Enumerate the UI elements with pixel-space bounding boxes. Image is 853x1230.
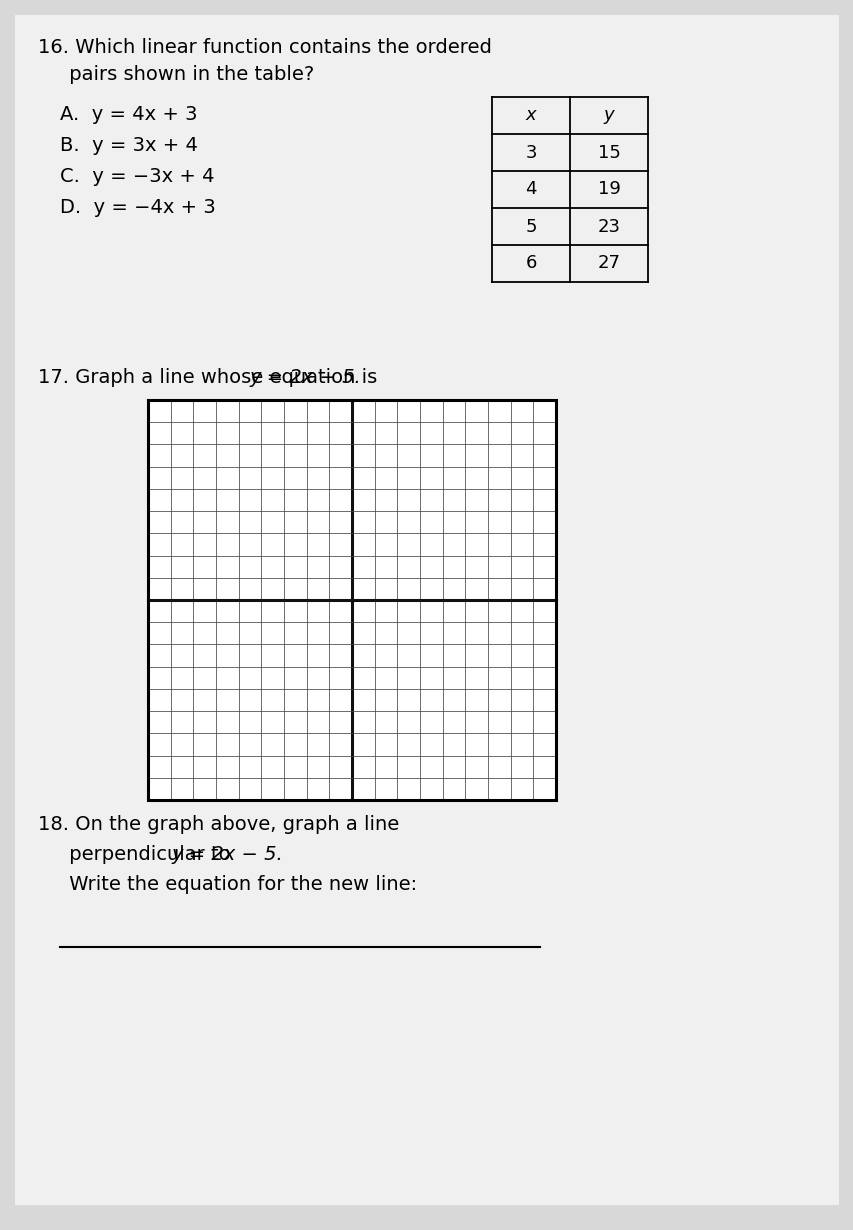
Bar: [148, 400, 555, 800]
Text: 19: 19: [597, 181, 620, 198]
Text: Write the equation for the new line:: Write the equation for the new line:: [38, 875, 416, 894]
Text: C.  y = −3x + 4: C. y = −3x + 4: [60, 167, 214, 186]
Text: A.  y = 4x + 3: A. y = 4x + 3: [60, 105, 197, 124]
Text: 27: 27: [597, 255, 620, 273]
Text: 16. Which linear function contains the ordered: 16. Which linear function contains the o…: [38, 38, 491, 57]
Text: B.  y = 3x + 4: B. y = 3x + 4: [60, 137, 198, 155]
Text: 3: 3: [525, 144, 537, 161]
Text: y: y: [603, 107, 613, 124]
Text: pairs shown in the table?: pairs shown in the table?: [38, 65, 314, 84]
Text: 17. Graph a line whose equation is: 17. Graph a line whose equation is: [38, 368, 383, 387]
Bar: [148, 400, 555, 800]
Text: 23: 23: [597, 218, 620, 235]
Text: y = 2x − 5.: y = 2x − 5.: [171, 845, 282, 863]
Text: perpendicular to: perpendicular to: [38, 845, 236, 863]
Text: 6: 6: [525, 255, 536, 273]
Text: 4: 4: [525, 181, 537, 198]
Text: D.  y = −4x + 3: D. y = −4x + 3: [60, 198, 216, 216]
Text: 5: 5: [525, 218, 537, 235]
Text: 18. On the graph above, graph a line: 18. On the graph above, graph a line: [38, 815, 399, 834]
Text: x: x: [525, 107, 536, 124]
Text: 15: 15: [597, 144, 620, 161]
Text: y = 2x − 5.: y = 2x − 5.: [249, 368, 361, 387]
